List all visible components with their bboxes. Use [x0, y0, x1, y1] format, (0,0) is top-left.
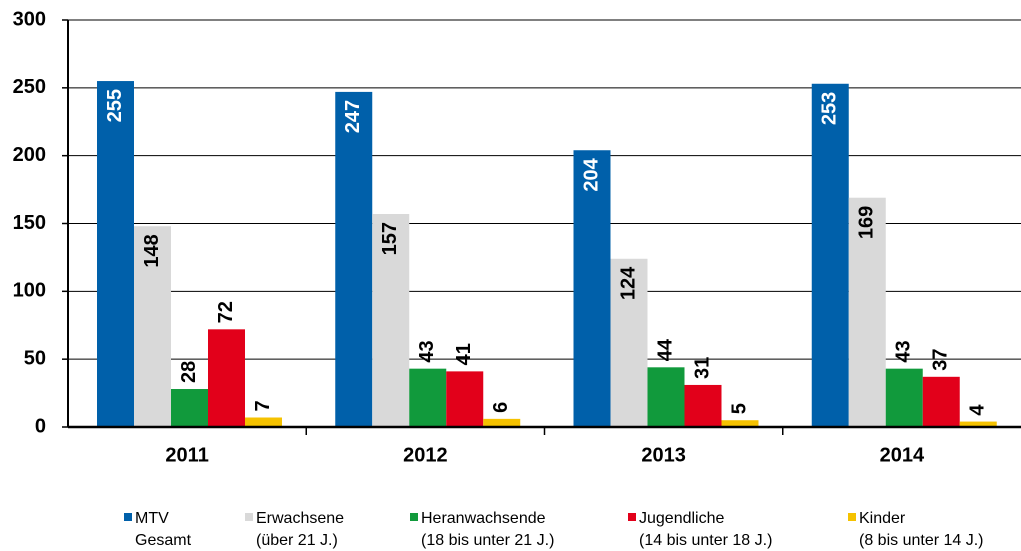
bar: [409, 368, 447, 427]
data-label: 157: [379, 222, 401, 255]
legend-line: Kinder: [859, 510, 906, 527]
data-label: 43: [416, 340, 438, 362]
data-label: 255: [104, 89, 126, 122]
x-tick-label: 2013: [641, 444, 686, 466]
legend-swatch: [628, 513, 636, 521]
bar: [446, 371, 484, 427]
data-label: 31: [691, 357, 713, 379]
bar: [885, 368, 923, 427]
bar: [922, 376, 960, 427]
data-label: 204: [580, 157, 602, 191]
data-label: 44: [654, 338, 676, 361]
legend-swatch: [848, 513, 856, 521]
legend-line: Heranwachsende: [421, 510, 546, 527]
bar: [245, 417, 282, 427]
bar: [610, 258, 648, 427]
bar: [372, 214, 410, 427]
y-tick-label: 50: [24, 347, 46, 369]
data-label: 253: [819, 92, 841, 125]
legend-label: Jugendliche (14 bis unter 18 J.): [639, 510, 772, 549]
legend-label: Kinder (8 bis unter 14 J.): [859, 510, 984, 549]
data-label: 124: [617, 266, 639, 300]
data-label: 148: [141, 234, 163, 267]
y-tick-label: 250: [13, 76, 46, 98]
legend-line: (über 21 J.): [256, 532, 338, 549]
bar: [97, 81, 134, 428]
legend-line: (14 bis unter 18 J.): [639, 532, 772, 549]
legend-line: (8 bis unter 14 J.): [859, 532, 984, 549]
data-label: 7: [252, 400, 274, 411]
data-label: 43: [893, 340, 915, 362]
bar: [208, 329, 245, 427]
legend-swatch: [245, 513, 253, 521]
bar: [573, 150, 611, 428]
bar: [647, 367, 685, 427]
legend-line: Jugendliche: [639, 510, 725, 527]
y-tick-label: 300: [13, 8, 46, 30]
bar: [335, 91, 373, 428]
legend-line: Erwachsene: [256, 510, 344, 527]
legend-swatch: [124, 513, 132, 521]
data-label: 247: [342, 100, 364, 133]
y-tick-label: 150: [13, 212, 46, 234]
data-label: 28: [178, 361, 200, 383]
legend-label: Erwachsene (über 21 J.): [256, 510, 344, 549]
x-tick-label: 2014: [880, 444, 925, 466]
data-label: 41: [453, 343, 475, 365]
y-tick-label: 100: [13, 280, 46, 302]
x-tick-label: 2012: [403, 444, 448, 466]
data-label: 72: [215, 301, 237, 323]
bar: [134, 226, 171, 427]
bar: [684, 384, 722, 427]
bar: [171, 389, 208, 427]
data-label: 37: [930, 349, 952, 371]
data-label: 6: [490, 402, 512, 413]
y-tick-label: 200: [13, 144, 46, 166]
legend-line: MTV: [135, 510, 169, 527]
data-label: 4: [967, 404, 989, 416]
legend-swatch: [410, 513, 418, 521]
legend-label: Heranwachsende (18 bis unter 21 J.): [421, 510, 554, 549]
legend-line: (18 bis unter 21 J.): [421, 532, 554, 549]
bar: [959, 421, 997, 427]
data-label: 169: [856, 206, 878, 239]
bar: [811, 83, 849, 427]
x-tick-label: 2011: [165, 444, 208, 466]
legend-line: Gesamt: [135, 532, 192, 549]
y-tick-label: 0: [35, 415, 46, 437]
bar: [721, 420, 759, 427]
bar: [483, 418, 521, 427]
data-label: 5: [728, 403, 750, 414]
legend-label: MTV Gesamt: [135, 510, 192, 549]
bar: [848, 197, 886, 427]
